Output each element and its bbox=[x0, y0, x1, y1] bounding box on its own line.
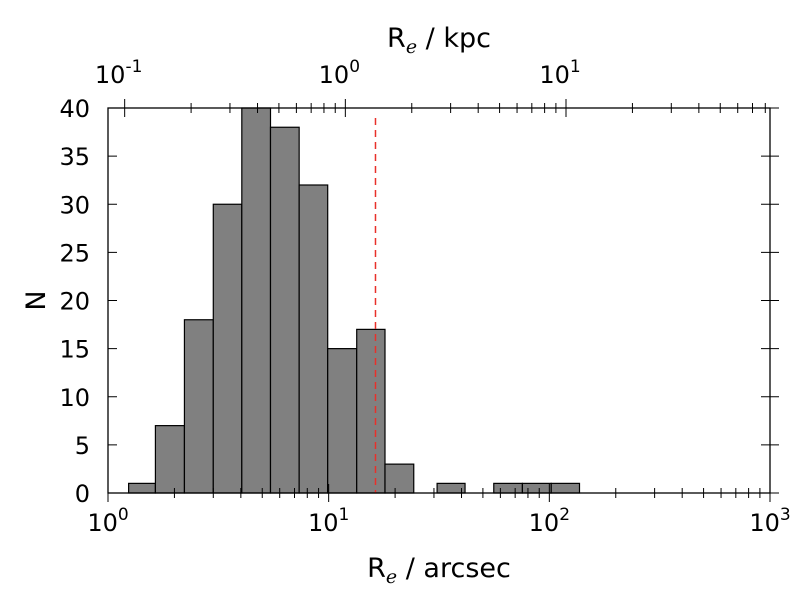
histogram-bar-10 bbox=[436, 482, 466, 494]
plot-frame bbox=[107, 107, 771, 494]
histogram-bar-13 bbox=[550, 482, 581, 494]
y-tick-label: 0 bbox=[75, 480, 90, 508]
histogram-bar-0 bbox=[128, 482, 157, 494]
histogram-bars bbox=[128, 107, 581, 494]
histogram-bar-4 bbox=[241, 107, 272, 494]
y-tick-label: 25 bbox=[59, 239, 90, 267]
y-tick-label: 20 bbox=[59, 288, 90, 316]
histogram-bar-8 bbox=[356, 328, 386, 494]
tick-labels: 100 101 102 103 10-1 100 101 0 5 10 15 20 25 30 35 40 bbox=[59, 57, 790, 537]
top-tick-label: 100 bbox=[319, 57, 360, 89]
histogram-bar-9 bbox=[384, 463, 415, 494]
histogram-bar-11 bbox=[493, 482, 524, 494]
histogram-bar-6 bbox=[298, 184, 329, 494]
y-tick-label: 15 bbox=[59, 336, 90, 364]
top-tick-label: 101 bbox=[539, 57, 580, 89]
y-tick-label: 10 bbox=[59, 384, 90, 412]
histogram-bar-12 bbox=[521, 482, 552, 494]
y-tick-label: 30 bbox=[59, 191, 90, 219]
histogram-bar-2 bbox=[183, 319, 214, 494]
y-tick-label: 40 bbox=[59, 95, 90, 123]
bottom-tick-label: 103 bbox=[749, 505, 790, 537]
bottom-tick-label: 101 bbox=[308, 505, 349, 537]
histogram-bar-1 bbox=[154, 425, 186, 494]
histogram-bar-3 bbox=[212, 203, 243, 494]
histogram-bar-5 bbox=[269, 126, 300, 494]
y-tick-label: 5 bbox=[75, 432, 90, 460]
histogram-bar-7 bbox=[327, 348, 358, 494]
y-tick-label: 35 bbox=[59, 143, 90, 171]
y-axis-label: N bbox=[21, 290, 52, 310]
bottom-tick-label: 102 bbox=[529, 505, 570, 537]
top-tick-label: 10-1 bbox=[95, 57, 142, 89]
x-axis-label-bottom: Re / arcsec bbox=[367, 553, 511, 588]
bottom-tick-label: 100 bbox=[87, 505, 128, 537]
x-axis-label-top: Re / kpc bbox=[387, 23, 491, 58]
